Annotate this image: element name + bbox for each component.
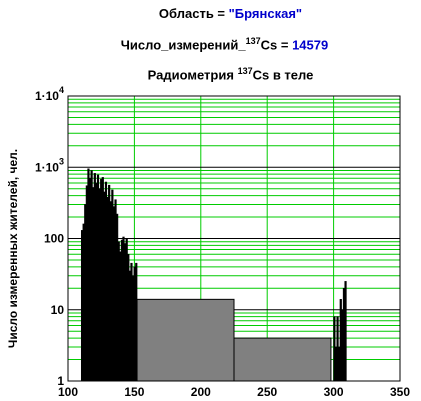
x-tick-label: 350 [390,385,410,399]
y-tick-label: 1 [57,374,64,388]
plot-frame [67,95,401,382]
chart-title-region: Область = "Брянская" [20,6,421,21]
histogram-bar-wide [136,298,235,382]
histogram-bar-wide [233,337,332,382]
x-tick-label: 200 [191,385,211,399]
count-label-post: Cs = [260,37,293,53]
measure-pre: Радиометрия [147,67,238,83]
x-axis-ticks: 100 150 200 250 300 350 [58,385,410,399]
y-tick-label: 100 [44,232,64,246]
chart-title-measure: Радиометрия 137Cs в теле [20,66,421,82]
histogram-bar [344,281,347,382]
y-tick-label: 1·103 [35,156,64,174]
count-label-sup: 137 [245,36,261,46]
x-tick-label: 150 [124,385,144,399]
region-label: Область = [158,6,229,21]
measure-sup: 137 [237,66,253,76]
count-value: 14579 [292,37,329,53]
x-tick-label: 300 [324,385,344,399]
region-value: "Брянская" [228,6,303,21]
chart-bars [80,168,347,382]
y-axis-label: Число измеренных жителей, чел. [6,149,20,348]
y-axis-ticks: 1 10 100 1·103 1·104 [35,85,64,388]
measure-post: Cs в теле [252,67,314,83]
x-tick-label: 250 [257,385,277,399]
y-tick-label: 1·104 [35,85,64,103]
chart-title-count: Число_измерений_137Cs = 14579 [14,36,421,52]
count-label-pre: Число_измерений_ [120,37,246,53]
y-tick-label: 10 [51,303,65,317]
x-tick-label: 100 [58,385,78,399]
